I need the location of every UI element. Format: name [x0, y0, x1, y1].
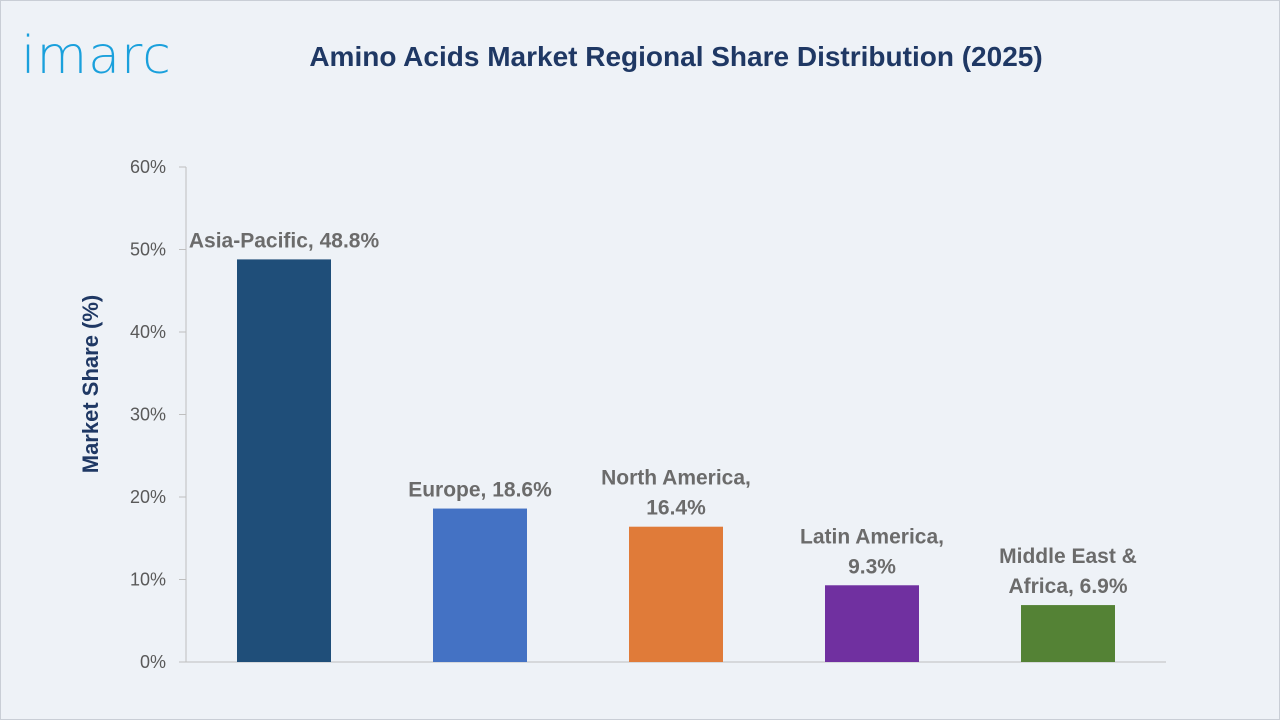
bars [237, 259, 1115, 662]
data-labels: Asia-Pacific, 48.8% Europe, 18.6% North Am… [189, 229, 1137, 598]
y-tick-label: 10% [130, 570, 166, 590]
logo-text: imarc [21, 26, 172, 85]
y-tick-label: 40% [130, 322, 166, 342]
y-axis: 0% 10% 20% 30% 40% 50% 60% [130, 157, 187, 672]
bar-latin-america [825, 585, 919, 662]
data-label: Europe, 18.6% [408, 479, 552, 502]
y-tick-label: 60% [130, 157, 166, 177]
y-axis-label: Market Share (%) [78, 295, 103, 474]
imarc-logo: imarc [21, 26, 172, 85]
data-label: Asia-Pacific, 48.8% [189, 229, 380, 252]
data-label: Latin America, 9.3% [800, 525, 944, 578]
bar-europe [433, 508, 527, 662]
data-label: North America, 16.4% [601, 467, 751, 520]
y-tick-label: 20% [130, 487, 166, 507]
bar-asia-pacific [237, 259, 331, 662]
y-tick-label: 50% [130, 240, 166, 260]
data-label: Middle East & Africa, 6.9% [999, 545, 1137, 598]
bar-middle-east-africa [1021, 605, 1115, 662]
y-tick-label: 30% [130, 405, 166, 425]
y-tick-label: 0% [140, 652, 166, 672]
chart-title: Amino Acids Market Regional Share Distri… [309, 41, 1043, 72]
bar-north-america [629, 526, 723, 662]
